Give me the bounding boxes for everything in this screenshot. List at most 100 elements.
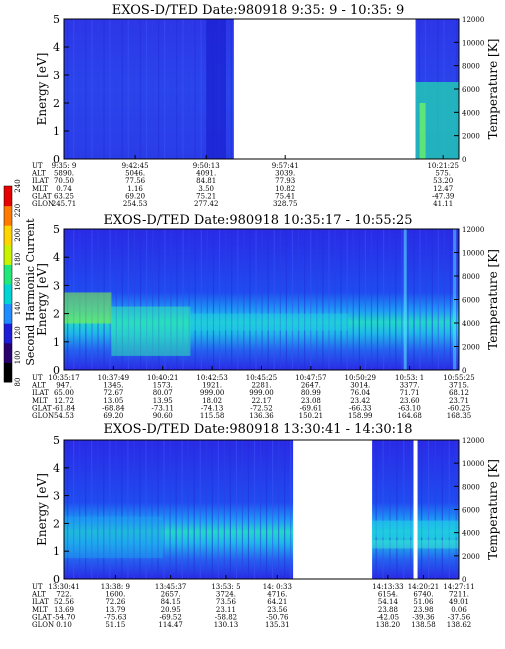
colorbar-swatch xyxy=(4,284,12,305)
ytick-label-left: 3 xyxy=(53,69,60,82)
ytick-label-right: 12000 xyxy=(462,226,484,234)
orbit-cell: 3014. xyxy=(350,382,370,390)
spectrum-streak xyxy=(249,229,251,370)
orbit-cell: -72.52 xyxy=(250,404,272,412)
spectrum-streak xyxy=(158,229,160,370)
colorbar-swatch xyxy=(4,342,12,363)
colorbar-tick-label: 140 xyxy=(14,302,22,315)
ytick-label-right: 6000 xyxy=(462,86,480,94)
ylabel-left: Energy [eV] xyxy=(35,473,49,546)
ytick-label-right: 0 xyxy=(462,156,466,164)
orbit-cell: 51.06 xyxy=(413,598,434,606)
data-segment xyxy=(417,440,459,579)
orbit-row-label: UT xyxy=(32,162,43,170)
spectrum-streak xyxy=(273,229,275,370)
spectrum-patch xyxy=(64,516,163,559)
orbit-cell: 52.56 xyxy=(54,598,75,606)
orbit-cell: 1345. xyxy=(103,382,123,390)
orbit-cell: 6740. xyxy=(413,591,433,599)
spectrum-streak xyxy=(375,440,377,579)
spectrum-streak xyxy=(271,440,274,579)
orbit-cell: 6154. xyxy=(378,591,398,599)
orbit-row-label: GLON xyxy=(32,412,54,420)
orbit-row-label: UT xyxy=(32,583,43,591)
orbit-cell: 158.99 xyxy=(348,412,373,420)
spectrum-streak xyxy=(310,229,312,370)
spectrum-streak xyxy=(243,229,245,370)
orbit-cell: 13.69 xyxy=(54,606,74,614)
ytick-label-left: 4 xyxy=(53,251,60,264)
panel-title: EXOS-D/TED Date:980918 10:35:17 - 10:55:… xyxy=(103,213,412,228)
spectrum-streak xyxy=(413,229,415,370)
orbit-cell: 5046. xyxy=(125,170,145,178)
spectrum-streak xyxy=(420,440,423,579)
spectrum-streak xyxy=(425,229,427,370)
orbit-cell: -69.61 xyxy=(300,404,322,412)
orbit-cell: 68.12 xyxy=(449,389,469,397)
spectrum-streak xyxy=(157,440,159,579)
orbit-cell: 23.60 xyxy=(400,397,420,405)
ytick-label-right: 4000 xyxy=(462,109,480,117)
colorbar-swatch xyxy=(4,303,12,324)
colorbar-tick-label: 160 xyxy=(14,277,22,290)
orbit-cell: 115.58 xyxy=(200,412,225,420)
spectrum-streak xyxy=(79,19,81,159)
spectrum-streak xyxy=(121,229,123,370)
orbit-cell: 51.15 xyxy=(105,621,125,629)
spectrum-streak xyxy=(109,19,111,159)
spectrum-streak xyxy=(115,229,117,370)
spectrum-streak xyxy=(322,229,324,370)
spectrum-streak xyxy=(145,440,147,579)
spectrum-streak xyxy=(164,229,166,370)
ytick-label-left: 5 xyxy=(53,434,60,447)
colorbar-tick-label: 120 xyxy=(14,326,22,339)
orbit-cell: 12.47 xyxy=(433,185,453,193)
spectrum-streak xyxy=(146,229,148,370)
orbit-cell: 3039. xyxy=(275,170,295,178)
spectrum-streak xyxy=(449,229,452,370)
ytick-label-left: 0 xyxy=(53,153,60,166)
spectrum-streak xyxy=(151,440,153,579)
ytick-label-right: 10000 xyxy=(462,250,484,258)
ytick-label-right: 2000 xyxy=(462,133,480,141)
orbit-cell: 138.58 xyxy=(411,621,436,629)
spectrum-streak xyxy=(103,19,105,159)
spectrum-streak xyxy=(85,440,87,579)
orbit-cell: 10:21:25 xyxy=(427,162,458,170)
colorbar-swatch xyxy=(4,323,12,344)
orbit-cell: 138.62 xyxy=(447,621,472,629)
spectrum-streak xyxy=(247,440,250,579)
orbit-row-label: ILAT xyxy=(32,389,49,397)
colorbar-swatch xyxy=(4,225,12,246)
spectrum-streak xyxy=(187,440,189,579)
spectrum-streak xyxy=(169,440,171,579)
spectrum-streak xyxy=(212,229,215,370)
ylabel-right: Temperature [K] xyxy=(486,459,500,560)
spectrum-streak xyxy=(376,229,379,370)
orbit-cell: 10:53: 1 xyxy=(395,374,424,382)
spectrum-streak xyxy=(352,229,354,370)
spectrum-streak xyxy=(175,440,177,579)
spectrum-streak xyxy=(259,440,262,579)
orbit-cell: 63.25 xyxy=(54,192,74,200)
orbit-cell: 10:42:53 xyxy=(196,374,227,382)
spectrum-streak xyxy=(109,440,111,579)
orbit-cell: 2647. xyxy=(301,382,321,390)
orbit-cell: 1.16 xyxy=(127,185,143,193)
orbit-cell: -66.33 xyxy=(349,404,371,412)
orbit-cell: 84.15 xyxy=(161,598,181,606)
spectrum-streak xyxy=(79,440,81,579)
orbit-cell: -69.52 xyxy=(159,613,181,621)
orbit-row-label: ILAT xyxy=(32,598,49,606)
spectrum-streak xyxy=(85,19,87,159)
spectrum-streak xyxy=(170,19,172,159)
spectrum-streak xyxy=(188,19,190,159)
orbit-cell: 168.35 xyxy=(447,412,472,420)
orbit-cell: -42.05 xyxy=(377,613,399,621)
spectrum-streak xyxy=(127,19,129,159)
spectrum-streak xyxy=(127,229,130,370)
spectrum-streak xyxy=(304,229,306,370)
spectrum-streak xyxy=(91,19,93,159)
spectrum-streak xyxy=(434,440,437,579)
spectrum-streak xyxy=(382,440,384,579)
